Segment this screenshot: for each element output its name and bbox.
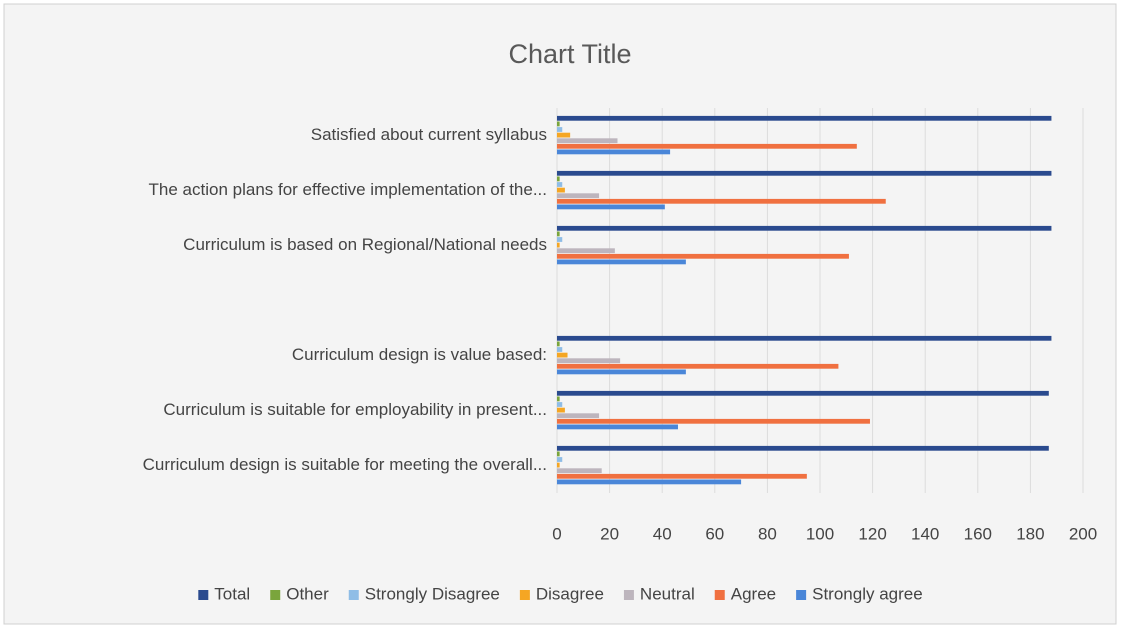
bar xyxy=(557,143,857,149)
legend-swatch xyxy=(348,590,359,600)
legend-label: Total xyxy=(214,584,250,603)
x-tick-label: 120 xyxy=(858,524,886,543)
bar xyxy=(557,115,1052,121)
bar xyxy=(557,341,560,347)
bar xyxy=(557,457,563,462)
bar xyxy=(557,352,568,358)
bar xyxy=(557,358,621,364)
bar xyxy=(557,479,742,485)
bar xyxy=(557,149,671,155)
bar xyxy=(557,451,560,457)
bar xyxy=(557,335,1052,341)
legend-label: Agree xyxy=(731,584,776,603)
x-tick-label: 0 xyxy=(552,524,561,543)
legend-label: Strongly agree xyxy=(812,584,923,603)
x-tick-label: 100 xyxy=(806,524,834,543)
bar xyxy=(557,242,560,248)
bar xyxy=(557,407,565,413)
bar xyxy=(557,170,1052,176)
x-tick-label: 200 xyxy=(1069,524,1097,543)
bar xyxy=(557,413,600,419)
chart-area xyxy=(3,3,1117,625)
y-tick-label: Satisfied about current syllabus xyxy=(311,125,547,144)
y-tick-label: Curriculum is suitable for employability… xyxy=(163,400,547,419)
y-tick-label: The action plans for effective implement… xyxy=(149,180,547,199)
y-tick-label: Curriculum design is suitable for meetin… xyxy=(143,455,547,474)
bar xyxy=(557,225,1052,231)
bar xyxy=(557,127,563,132)
legend-label: Neutral xyxy=(640,584,695,603)
bar xyxy=(557,402,563,407)
legend-swatch xyxy=(270,590,281,600)
legend-label: Strongly Disagree xyxy=(365,584,500,603)
x-tick-label: 140 xyxy=(911,524,939,543)
bar xyxy=(557,204,665,210)
bar xyxy=(557,237,563,242)
bar xyxy=(557,248,615,254)
bar xyxy=(557,369,686,375)
bar xyxy=(557,231,560,237)
bar xyxy=(557,193,600,199)
x-tick-label: 20 xyxy=(600,524,619,543)
bar xyxy=(557,462,560,468)
y-tick-label: Curriculum is based on Regional/National… xyxy=(183,235,547,254)
bar xyxy=(557,424,678,430)
bar xyxy=(557,259,686,265)
legend-swatch xyxy=(198,590,209,600)
bar xyxy=(557,198,886,204)
bar xyxy=(557,121,560,127)
chart-title: Chart Title xyxy=(508,39,631,69)
bar xyxy=(557,473,807,479)
legend-swatch xyxy=(623,590,634,600)
legend-swatch xyxy=(519,590,530,600)
bar xyxy=(557,138,618,144)
x-tick-label: 160 xyxy=(964,524,992,543)
x-tick-label: 40 xyxy=(653,524,672,543)
x-tick-label: 80 xyxy=(758,524,777,543)
bar xyxy=(557,176,560,182)
bar xyxy=(557,418,870,424)
legend-swatch xyxy=(714,590,725,600)
bar xyxy=(557,390,1049,396)
legend-label: Other xyxy=(286,584,329,603)
y-tick-label: Curriculum design is value based: xyxy=(292,345,547,364)
legend-swatch xyxy=(796,590,807,600)
bar xyxy=(557,187,565,193)
x-tick-label: 180 xyxy=(1016,524,1044,543)
bar xyxy=(557,468,602,474)
x-tick-label: 60 xyxy=(705,524,724,543)
bar xyxy=(557,347,563,352)
bar xyxy=(557,445,1049,451)
bar xyxy=(557,253,849,259)
bar xyxy=(557,132,571,138)
bar xyxy=(557,396,560,402)
bar xyxy=(557,363,839,369)
bar xyxy=(557,182,563,187)
legend-label: Disagree xyxy=(536,584,604,603)
